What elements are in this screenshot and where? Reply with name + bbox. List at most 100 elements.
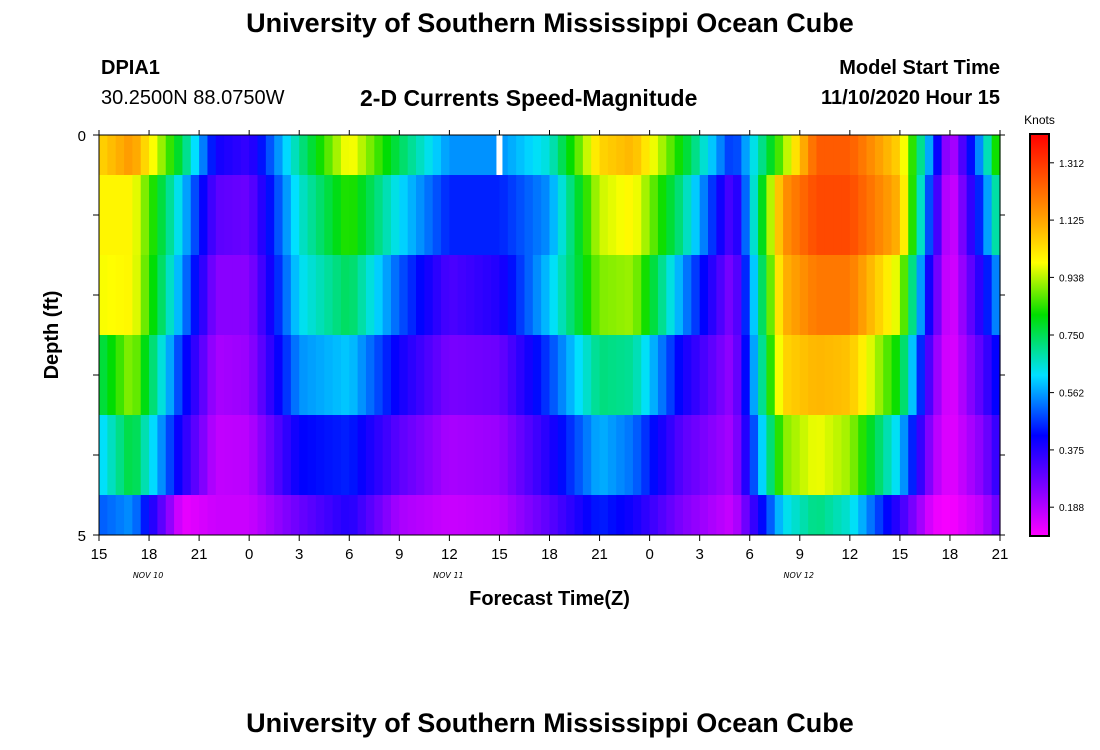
heat-cell <box>908 335 918 415</box>
heat-cell <box>674 175 684 255</box>
heat-cell <box>883 415 893 495</box>
heat-cell <box>891 495 901 535</box>
heat-cell <box>749 335 759 415</box>
heat-cell <box>499 335 509 415</box>
heat-cell <box>457 415 467 495</box>
heat-cell <box>482 495 492 535</box>
heat-cell <box>758 335 767 415</box>
heat-cell <box>474 135 484 175</box>
heat-cell <box>866 415 876 495</box>
heat-cell <box>949 335 959 415</box>
heat-cell <box>474 335 484 415</box>
heat-cell <box>457 135 467 175</box>
heat-cell <box>682 495 692 535</box>
heat-cell <box>190 335 200 415</box>
heat-cell <box>783 415 793 495</box>
heat-cell <box>566 495 576 535</box>
heat-cell <box>607 255 617 335</box>
heat-cell <box>499 255 509 335</box>
heat-cell <box>891 335 901 415</box>
heat-cell <box>858 135 868 175</box>
heat-cell <box>365 135 375 175</box>
heat-cell <box>866 135 876 175</box>
heat-cell <box>974 415 984 495</box>
heat-cell <box>432 495 442 535</box>
heat-cell <box>416 135 425 175</box>
heat-cell <box>432 255 442 335</box>
heat-cell <box>616 135 626 175</box>
heat-cell <box>140 495 150 535</box>
heat-cell <box>265 415 275 495</box>
heat-cell <box>616 495 626 535</box>
heat-cell <box>290 495 300 535</box>
heat-cell <box>708 335 717 415</box>
heat-cell <box>507 255 517 335</box>
heat-cell <box>557 335 567 415</box>
heat-cell <box>749 175 759 255</box>
heat-cell <box>541 135 551 175</box>
heat-cell <box>207 495 217 535</box>
heat-cell <box>974 255 984 335</box>
heat-cell <box>449 135 459 175</box>
heat-cell <box>899 415 909 495</box>
heat-cell <box>240 335 250 415</box>
heat-cell <box>182 415 192 495</box>
heat-cell <box>657 495 667 535</box>
heat-cell <box>149 495 158 535</box>
heat-cell <box>774 495 784 535</box>
heat-cell <box>115 255 125 335</box>
heat-cell <box>390 335 400 415</box>
heat-cell <box>549 175 559 255</box>
heat-cell <box>107 415 117 495</box>
heat-cell <box>749 415 759 495</box>
heat-cell <box>507 335 517 415</box>
heat-cell <box>974 335 984 415</box>
y-tick-label: 0 <box>78 128 86 145</box>
heat-cell <box>541 495 551 535</box>
heat-cell <box>641 415 651 495</box>
heat-cell <box>991 335 1001 415</box>
heat-cell <box>290 135 300 175</box>
heat-cell <box>766 335 776 415</box>
heat-cell <box>365 415 375 495</box>
heat-cell <box>916 175 926 255</box>
heat-cell <box>307 335 317 415</box>
heat-cell <box>474 415 484 495</box>
heat-cell <box>841 255 851 335</box>
heat-cell <box>416 335 425 415</box>
heat-cell <box>257 415 267 495</box>
heat-cell <box>783 135 793 175</box>
heat-cell <box>157 415 167 495</box>
heat-cell <box>449 415 459 495</box>
heat-cell <box>733 135 742 175</box>
heat-cell <box>941 135 951 175</box>
station-id: DPIA1 <box>101 57 160 79</box>
heat-cell <box>649 335 659 415</box>
heat-cell <box>624 175 634 255</box>
heat-cell <box>407 335 417 415</box>
x-tick-label: 0 <box>245 546 253 563</box>
heat-cell <box>799 175 809 255</box>
x-date-label: NOV 12 <box>784 571 814 580</box>
heat-cell <box>307 255 317 335</box>
heat-cell <box>983 415 993 495</box>
heat-cell <box>174 175 184 255</box>
heat-cell <box>265 335 275 415</box>
heat-cell <box>207 175 217 255</box>
heat-cell <box>924 335 934 415</box>
heat-cell <box>749 135 759 175</box>
heat-cell <box>607 415 617 495</box>
heat-cell <box>699 415 709 495</box>
heat-cell <box>457 495 467 535</box>
heat-cell <box>949 255 959 335</box>
heat-cell <box>582 135 592 175</box>
heat-cell <box>899 335 909 415</box>
x-tick-label: 3 <box>295 546 303 563</box>
heat-cell <box>265 175 275 255</box>
heat-cell <box>190 135 200 175</box>
heat-cell <box>566 255 576 335</box>
heat-cell <box>541 335 551 415</box>
heat-cell <box>332 335 342 415</box>
heat-cell <box>265 135 275 175</box>
